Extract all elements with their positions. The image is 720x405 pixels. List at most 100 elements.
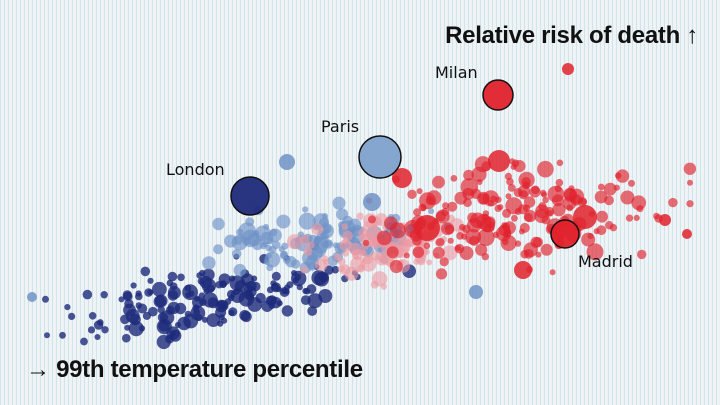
data-point-3-145 [502, 222, 511, 231]
data-point-3-108 [420, 204, 427, 212]
data-point-3-119 [471, 166, 487, 182]
data-point-1-104 [281, 242, 289, 250]
data-point-0-122 [240, 311, 252, 323]
data-point-0-100 [194, 295, 201, 302]
data-point-2-28 [442, 245, 458, 261]
data-point-0-169 [207, 297, 219, 309]
data-point-1-109 [264, 259, 270, 265]
data-point-0-81 [307, 306, 318, 316]
data-point-0-152 [206, 313, 221, 327]
data-point-3-167 [456, 232, 464, 240]
data-point-3-105 [459, 246, 474, 261]
data-point-3-104 [586, 243, 604, 261]
data-point-0-32 [122, 333, 131, 343]
data-point-3-154 [441, 222, 454, 236]
data-point-2-78 [307, 241, 315, 249]
data-point-3-178 [547, 185, 565, 203]
data-point-3-76 [596, 210, 608, 223]
data-point-extra-10 [682, 229, 692, 239]
data-point-2-81 [404, 238, 412, 247]
data-point-3-153 [463, 169, 474, 181]
data-point-1-112 [212, 217, 225, 231]
data-point-3-132 [513, 160, 526, 173]
data-point-0-132 [267, 295, 278, 306]
data-point-0-142 [228, 295, 235, 302]
data-point-0-90 [130, 282, 137, 289]
data-point-1-9 [336, 208, 349, 221]
chart-title: Relative risk of death ↑ [445, 22, 698, 49]
data-point-3-155 [470, 188, 482, 199]
data-point-3-199 [631, 195, 647, 211]
data-point-1-76 [266, 264, 274, 272]
data-point-2-50 [341, 223, 349, 230]
data-point-0-69 [184, 284, 192, 292]
data-point-1-47 [332, 242, 339, 249]
data-point-0-96 [318, 289, 333, 303]
data-point-3-74 [441, 207, 450, 217]
data-point-0-150 [93, 320, 104, 330]
data-point-3-180 [475, 243, 488, 256]
data-point-3-87 [593, 228, 600, 235]
data-point-0-147 [281, 288, 288, 295]
data-point-3-183 [653, 212, 660, 220]
data-point-2-37 [356, 212, 364, 220]
data-point-0-102 [185, 292, 192, 298]
data-point-0-155 [311, 270, 327, 286]
data-point-0-165 [135, 290, 142, 297]
data-point-0-117 [125, 309, 140, 323]
data-point-3-176 [502, 238, 509, 246]
data-point-1-117 [326, 240, 333, 247]
data-point-3-185 [483, 224, 492, 233]
data-point-0-50 [281, 305, 294, 317]
data-point-0-58 [177, 273, 185, 282]
data-point-0-163 [128, 321, 144, 337]
data-point-3-124 [518, 228, 525, 235]
data-point-0-109 [167, 301, 180, 315]
data-point-3-191 [613, 184, 620, 191]
data-point-0-57 [82, 289, 93, 300]
data-point-0-154 [291, 270, 307, 287]
data-point-0-43 [140, 266, 151, 277]
data-point-3-134 [522, 181, 531, 190]
data-point-1-81 [332, 196, 346, 210]
data-point-extra-11 [659, 214, 671, 226]
data-point-1-110 [232, 249, 242, 259]
data-point-1-84 [280, 250, 288, 259]
data-point-0-149 [233, 288, 240, 296]
data-point-0-114 [152, 281, 167, 297]
data-point-1-68 [251, 239, 263, 251]
data-point-0-145 [80, 337, 88, 346]
data-point-0-105 [123, 291, 133, 302]
data-point-1-75 [202, 256, 216, 270]
data-point-extra-9 [363, 193, 381, 211]
data-point-2-51 [337, 257, 346, 266]
data-point-1-118 [323, 224, 332, 234]
data-point-0-99 [142, 311, 151, 320]
data-point-1-49 [302, 206, 309, 213]
data-point-3-44 [555, 178, 564, 187]
data-point-3-177 [540, 243, 553, 256]
data-point-1-97 [290, 259, 301, 269]
data-point-3-57 [386, 246, 399, 259]
data-point-3-117 [403, 252, 410, 259]
data-point-0-164 [303, 287, 311, 295]
data-point-3-164 [520, 249, 529, 259]
data-point-3-5 [625, 214, 634, 222]
data-point-1-20 [428, 208, 435, 215]
city-point-london [230, 176, 270, 216]
city-point-milan [482, 79, 514, 111]
data-point-1-90 [298, 212, 316, 230]
data-point-3-35 [435, 268, 448, 280]
data-point-3-137 [628, 179, 635, 187]
data-point-1-102 [238, 222, 257, 241]
data-point-3-187 [686, 200, 694, 208]
data-point-3-96 [620, 190, 635, 205]
data-point-3-109 [535, 251, 542, 258]
data-point-3-64 [552, 202, 566, 217]
city-point-paris [358, 135, 402, 179]
data-point-2-47 [423, 248, 430, 255]
data-point-0-167 [144, 288, 153, 297]
data-point-0-133 [221, 317, 228, 324]
data-point-1-70 [322, 213, 328, 219]
